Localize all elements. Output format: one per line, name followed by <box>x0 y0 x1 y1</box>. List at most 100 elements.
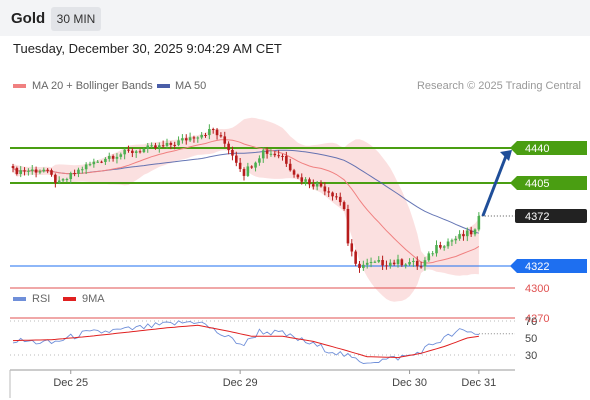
candle-body <box>96 161 99 163</box>
candle <box>77 167 80 178</box>
candle-body <box>381 260 384 266</box>
candle-body <box>365 262 369 265</box>
candle-body <box>265 150 269 154</box>
candle-body <box>100 161 103 163</box>
candle-body <box>223 136 227 144</box>
candle-body <box>173 144 176 146</box>
support-label-4300: 4300 <box>525 283 549 295</box>
candle-body <box>30 169 34 171</box>
candle <box>154 142 157 150</box>
candle-body <box>288 163 292 171</box>
candle <box>204 132 207 138</box>
candle-body <box>373 261 377 263</box>
candle <box>288 158 292 172</box>
candle-body <box>204 134 207 136</box>
candle-body <box>200 134 203 138</box>
x-tick-label: Dec 30 <box>392 377 427 389</box>
candle-body <box>150 145 153 147</box>
candle <box>69 171 73 184</box>
candle <box>19 166 22 178</box>
candle <box>312 179 315 190</box>
candle-body <box>389 262 392 266</box>
candle <box>227 141 230 155</box>
candle <box>258 155 261 166</box>
candle-body <box>346 208 350 244</box>
candle <box>300 173 304 185</box>
projection-arrow <box>481 150 512 217</box>
candle <box>192 135 196 143</box>
candle <box>385 260 388 270</box>
candle-body <box>119 154 123 157</box>
candle <box>404 263 407 269</box>
candle <box>350 239 354 257</box>
candle-body <box>396 259 400 265</box>
candle-body <box>115 156 119 159</box>
candle <box>281 153 284 161</box>
ma20-line <box>12 139 480 264</box>
candle-body <box>211 129 215 131</box>
candle-body <box>300 177 304 182</box>
candle <box>50 168 53 177</box>
candle-body <box>404 264 407 266</box>
candle <box>273 151 277 158</box>
candle <box>261 147 265 163</box>
candle-body <box>269 153 273 155</box>
candle-body <box>431 253 434 255</box>
candle-body <box>458 234 461 239</box>
candle-body <box>446 241 450 247</box>
candle-body <box>61 179 65 181</box>
candle-body <box>369 262 373 264</box>
candle <box>389 259 392 269</box>
candle-body <box>450 240 454 242</box>
candle <box>323 182 327 196</box>
candle <box>466 227 469 242</box>
candle <box>92 158 96 168</box>
candle <box>358 261 361 273</box>
candle-body <box>392 262 396 265</box>
candle <box>188 132 192 142</box>
candles <box>11 124 481 273</box>
rsi-tick-50: 50 <box>525 333 537 345</box>
candle-body <box>362 264 365 269</box>
candle-body <box>469 230 473 235</box>
candle <box>42 167 46 173</box>
candle-body <box>462 234 465 237</box>
candle <box>408 258 411 266</box>
resistance-tag-4405 <box>510 176 587 190</box>
candle-body <box>88 164 92 166</box>
candle-body <box>254 162 257 168</box>
rsi-ma-line <box>12 324 479 359</box>
timeframe-button[interactable]: 30 MIN <box>51 7 101 31</box>
candle-body <box>261 150 265 159</box>
resistance-label-4405: 4405 <box>525 178 549 190</box>
candle <box>277 150 280 159</box>
copyright-text: Research © 2025 Trading Central <box>416 80 581 92</box>
candle <box>81 166 84 174</box>
support-label-4270: 4270 <box>525 313 549 325</box>
candle <box>119 152 123 160</box>
price-levels: 4440 4405 4372 4322 4300 4270 <box>10 141 587 325</box>
candle-body <box>19 170 22 174</box>
candle-body <box>308 179 311 185</box>
candle-body <box>138 151 142 153</box>
candle-body <box>427 253 431 261</box>
candle <box>177 136 180 147</box>
candle-body <box>342 202 346 209</box>
candle <box>211 127 215 134</box>
timestamp: Tuesday, December 30, 2025 9:04:29 AM CE… <box>13 41 282 56</box>
candle <box>392 259 396 266</box>
candle <box>242 167 246 181</box>
candle-body <box>165 142 169 146</box>
candle-body <box>11 166 15 169</box>
candle <box>331 191 334 201</box>
current-price-label: 4372 <box>525 211 549 223</box>
candle-body <box>315 183 319 187</box>
candle <box>265 147 269 159</box>
candle <box>335 193 338 200</box>
candle-body <box>169 142 173 145</box>
candle <box>473 228 477 237</box>
candle <box>254 161 257 172</box>
candle-body <box>250 166 253 168</box>
rsi-line <box>12 320 479 364</box>
candle <box>477 212 481 232</box>
